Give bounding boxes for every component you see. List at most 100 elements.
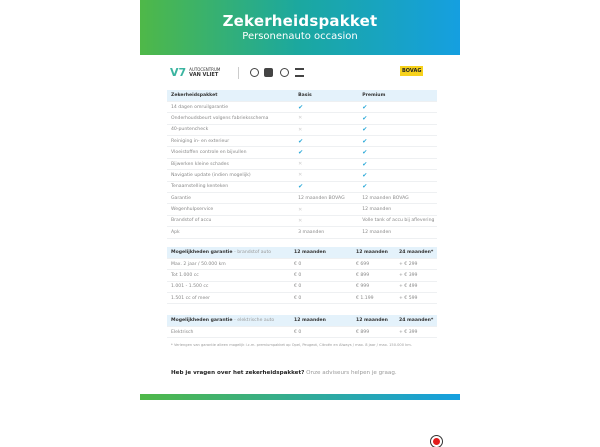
dealer-name-line2: VAN VLIET	[189, 72, 219, 78]
table-header: Zekerheidspakket Basis Premium	[167, 90, 437, 102]
table-cell: 1.501 cc of meer	[167, 292, 290, 305]
table-cell: € 0	[290, 281, 352, 294]
question-line: Heb je vragen over het zekerheidspakket?…	[171, 370, 397, 376]
cell-check: ✔	[294, 181, 359, 194]
warranty-electric-table: Mogelijkheden garantie - elektrische aut…	[167, 315, 437, 339]
logo-row: V7 AUTOCENTRUM VAN VLIET BOVAG	[140, 64, 460, 447]
table-cell: 40-puntencheck	[167, 124, 295, 137]
cross-icon: ✕	[298, 126, 303, 133]
page-title: Zekerheidspakket	[222, 12, 378, 30]
table-row: 1.001 - 1.500 cc € 0 € 999 + € 499	[167, 281, 437, 294]
subtitle: - elektrische auto	[234, 317, 275, 323]
table-title: Mogelijkheden garantie - brandstof auto	[167, 247, 290, 259]
footnote: * Verlengen van garantie alleen mogelijk…	[171, 343, 412, 347]
cell-cross: ✕	[294, 203, 359, 216]
table-cell: Navigatie update (indien mogelijk)	[167, 169, 295, 182]
table-row: Reiniging in- en exterieur ✔ ✔	[167, 135, 437, 148]
table-cell: Zekerheidspakket	[167, 90, 295, 102]
cross-icon: ✕	[298, 161, 303, 168]
cell-check: ✔	[358, 124, 437, 137]
check-icon: ✔	[362, 103, 368, 111]
table-cell: + € 599	[395, 292, 437, 305]
table-row: Garantie 12 maanden BOVAG 12 maanden BOVAG	[167, 192, 437, 205]
table-cell: 24 maanden*	[395, 315, 437, 327]
cell-cross: ✕	[294, 124, 359, 137]
table-cell: Bijwerken kleine schades	[167, 158, 295, 171]
table-cell: 12 maanden	[358, 203, 437, 216]
bovag-q-icon	[431, 436, 442, 447]
table-cell: + € 399	[395, 326, 437, 339]
cross-icon: ✕	[298, 217, 303, 224]
table-cell: € 999	[352, 281, 395, 294]
table-cell: + € 499	[395, 281, 437, 294]
table-row: Onderhoudsbeurt volgens fabrieksschema ✕ ✔	[167, 112, 437, 125]
cell-check: ✔	[358, 101, 437, 114]
table-cell: € 899	[352, 326, 395, 339]
peugeot-icon	[264, 68, 273, 77]
cross-icon: ✕	[298, 172, 303, 179]
cell-check: ✔	[358, 135, 437, 148]
cell-check: ✔	[358, 158, 437, 171]
hero-banner: Zekerheidspakket Personenauto occasion	[140, 0, 460, 55]
table-cell: + € 299	[395, 258, 437, 271]
table-cell: € 0	[290, 269, 352, 282]
check-icon: ✔	[362, 171, 368, 179]
table-cell: Garantie	[167, 192, 295, 205]
page-subtitle: Personenauto occasion	[242, 31, 358, 42]
cell-check: ✔	[294, 101, 359, 114]
ds-icon	[295, 68, 304, 77]
table-cell: 12 maanden	[352, 315, 395, 327]
cell-check: ✔	[294, 146, 359, 159]
opel-icon	[250, 68, 259, 77]
cell-cross: ✕	[294, 215, 359, 228]
table-row: Apk 3 maanden 12 maanden	[167, 226, 437, 239]
table-cell: € 0	[290, 292, 352, 305]
warranty-fuel-table: Mogelijkheden garantie - brandstof auto 1…	[167, 247, 437, 305]
question-text: Onze adviseurs helpen je graag.	[306, 370, 397, 376]
table-cell: Reiniging in- en exterieur	[167, 135, 295, 148]
table-row: Tot 1.000 cc € 0 € 899 + € 399	[167, 269, 437, 282]
cell-check: ✔	[358, 112, 437, 125]
divider	[238, 67, 239, 79]
check-icon: ✔	[362, 160, 368, 168]
check-icon: ✔	[298, 137, 304, 145]
table-cell: 12 maanden BOVAG	[294, 192, 359, 205]
cell-check: ✔	[294, 135, 359, 148]
table-row: 1.501 cc of meer € 0 € 1.199 + € 599	[167, 292, 437, 305]
footer-bar	[140, 394, 460, 400]
table-row: Navigatie update (indien mogelijk) ✕ ✔	[167, 169, 437, 182]
cell-check: ✔	[358, 169, 437, 182]
vv-logo-icon: V7	[170, 66, 187, 79]
check-icon: ✔	[298, 183, 304, 191]
package-table: Zekerheidspakket Basis Premium 14 dagen omr…	[167, 90, 437, 239]
dealer-name-line1: AUTOCENTRUM	[189, 67, 221, 72]
bovag-text: BOVAG	[400, 66, 424, 76]
table-cell: Max. 2 jaar / 50.000 km	[167, 258, 290, 271]
table-cell: 12 maanden	[290, 315, 352, 327]
table-cell: Elektrisch	[167, 326, 290, 339]
table-cell: € 0	[290, 258, 352, 271]
table-row: Wegenhulpservice ✕ 12 maanden	[167, 203, 437, 216]
title: Mogelijkheden garantie	[171, 317, 233, 323]
table-cell: 12 maanden BOVAG	[358, 192, 437, 205]
dealer-logo: V7 AUTOCENTRUM VAN VLIET	[170, 66, 220, 79]
table-cell: Vloeistoffen controle en bijvullen	[167, 146, 295, 159]
check-icon: ✔	[362, 149, 368, 157]
table-cell: € 699	[352, 258, 395, 271]
table-cell: 24 maanden*	[395, 247, 437, 259]
citroen-icon	[280, 68, 289, 77]
check-icon: ✔	[362, 183, 368, 191]
check-icon: ✔	[362, 137, 368, 145]
cell-check: ✔	[358, 146, 437, 159]
subtitle: - brandstof auto	[234, 249, 272, 255]
table-row: 14 dagen omruilgarantie ✔ ✔	[167, 101, 437, 114]
table-title: Mogelijkheden garantie - elektrische aut…	[167, 315, 290, 327]
question-bold: Heb je vragen over het zekerheidspakket?	[171, 370, 305, 376]
cell-cross: ✕	[294, 112, 359, 125]
cell-cross: ✕	[294, 169, 359, 182]
table-cell: Tenaamstelling kenteken	[167, 181, 295, 194]
table-row: Vloeistoffen controle en bijvullen ✔ ✔	[167, 146, 437, 159]
table-cell: Wegenhulpservice	[167, 203, 295, 216]
table-cell: 12 maanden	[352, 247, 395, 259]
title: Mogelijkheden garantie	[171, 249, 233, 255]
